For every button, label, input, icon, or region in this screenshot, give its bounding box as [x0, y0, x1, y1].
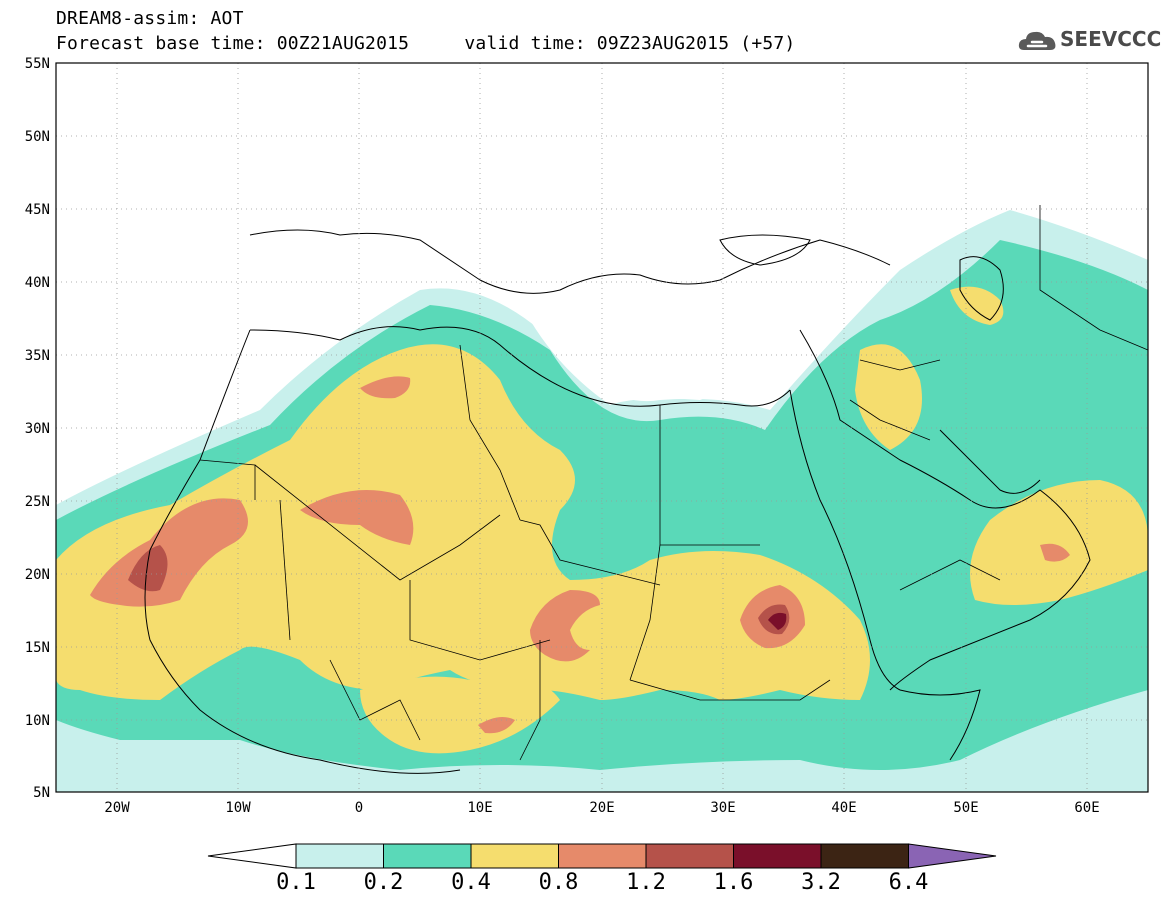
lat-axis: 55N 50N 45N 40N 35N 30N 25N 20N 15N 10N …: [25, 56, 50, 801]
aot-contour-0.8-nigeria: [478, 716, 515, 734]
border-libya-chad: [519, 519, 661, 586]
lon-axis: 20W 10W 0 10E 20E 30E 40E 50E 60E: [104, 800, 1099, 816]
colorbar-label: 3.2: [801, 870, 841, 895]
coastline-europe: [249, 229, 891, 294]
lat-tick-label: 25N: [25, 494, 50, 510]
colorbar-swatch: [820, 843, 909, 869]
plot-title: DREAM8-assim: AOT: [56, 8, 244, 29]
border-mauritania-east: [279, 499, 291, 641]
aot-contour-0.4-east: [970, 480, 1148, 605]
plot-subtitle: Forecast base time: 00Z21AUG2015 valid t…: [56, 33, 796, 54]
grid-lines: [56, 63, 1148, 792]
lon-tick-label: 20W: [104, 800, 130, 816]
border-nigeria: [329, 659, 421, 741]
colorbar-under-arrow: [207, 843, 297, 869]
lon-tick-label: 10W: [225, 800, 251, 816]
coastline-black-sea: [719, 234, 811, 266]
coastline-arabia: [799, 329, 1091, 691]
colorbar-label: 0.4: [451, 870, 491, 895]
colorbar-label: 1.6: [713, 870, 754, 895]
border-niger-chad: [409, 580, 551, 661]
lat-tick-label: 40N: [25, 275, 50, 291]
lat-tick-label: 55N: [25, 56, 50, 72]
colorbar-swatch: [645, 843, 734, 869]
aot-contour-0.4-arabia: [855, 344, 922, 450]
colorbar-label: 6.4: [888, 870, 929, 895]
borders: [199, 205, 1148, 761]
colorbar-over-arrow: [908, 843, 997, 869]
colorbar-label: 0.2: [363, 870, 404, 895]
lat-tick-label: 50N: [25, 129, 50, 145]
border-sudan-chad: [629, 544, 661, 681]
coastline-red-sea: [789, 389, 901, 691]
lat-tick-label: 35N: [25, 348, 50, 364]
aot-contour-0.4-south: [360, 676, 560, 754]
colorbar-swatch: [558, 843, 647, 869]
aot-contour-0.8-chad: [530, 590, 600, 662]
cloud-logo-icon: [1018, 31, 1056, 50]
border-iraq-syria: [859, 359, 941, 371]
coastline-persian-gulf: [939, 429, 1041, 494]
aot-contour-1.2-mauritania: [128, 545, 168, 592]
lon-tick-label: 40E: [831, 800, 856, 816]
lat-tick-label: 45N: [25, 202, 50, 218]
lon-tick-label: 10E: [467, 800, 492, 816]
colorbar: [207, 843, 997, 869]
coastline-north-africa: [249, 326, 791, 407]
lon-tick-label: 0: [355, 800, 363, 816]
coastline-caspian-sea: [959, 256, 1004, 321]
colorbar-swatch: [733, 843, 822, 869]
lon-tick-label: 20E: [589, 800, 614, 816]
colorbar-label: 1.2: [626, 870, 666, 895]
coastline-horn-of-africa: [899, 689, 981, 761]
aot-contour-1.6-sudan: [768, 612, 787, 630]
border-niger-nigeria: [519, 640, 541, 761]
aot-contour-0.8-mali: [300, 490, 414, 545]
lon-tick-label: 50E: [953, 800, 978, 816]
border-algeria-libya: [459, 344, 521, 521]
border-saudi-iraq: [849, 399, 931, 441]
aot-contour-0.8-algeria: [360, 376, 411, 399]
aot-contour-0.4-west: [56, 344, 870, 700]
lat-tick-label: 10N: [25, 713, 50, 729]
seevccc-logo: SEEVCCC: [1018, 24, 1162, 56]
lat-tick-label: 5N: [33, 785, 50, 801]
aot-field: [56, 63, 1148, 792]
colorbar-label: 0.1: [276, 870, 316, 895]
border-algeria-mali: [254, 464, 501, 581]
lat-tick-label: 15N: [25, 640, 50, 656]
logo-text: SEEVCCC: [1060, 27, 1162, 51]
border-sudan-south: [629, 679, 831, 701]
colorbar-swatch: [470, 843, 559, 869]
lat-tick-label: 20N: [25, 567, 50, 583]
lon-tick-label: 60E: [1074, 800, 1099, 816]
lon-tick-label: 30E: [710, 800, 735, 816]
colorbar-swatch: [295, 843, 384, 869]
colorbar-swatch: [383, 843, 472, 869]
lat-tick-label: 30N: [25, 421, 50, 437]
border-saudi-yemen: [899, 559, 1001, 591]
border-iran-afghanistan: [1039, 205, 1148, 351]
aot-contour-0.8-oman: [1040, 543, 1070, 562]
map-frame: [55, 62, 1149, 793]
colorbar-label: 0.8: [538, 870, 579, 895]
